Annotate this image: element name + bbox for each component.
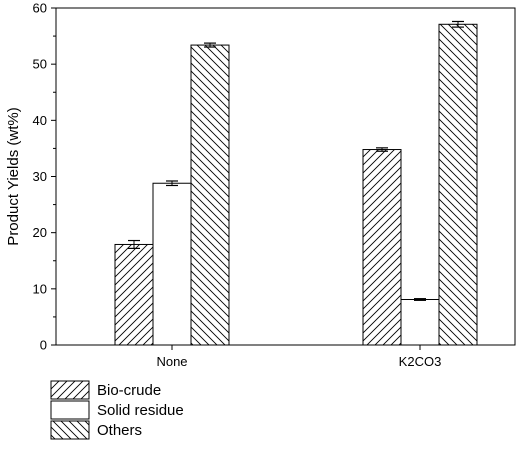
bar-bio-crude-none: [114, 243, 154, 346]
error-bar: [128, 239, 140, 249]
y-tick-label: 50: [33, 57, 47, 72]
axes: 0 10 20 30 40 50 60 None K2CO3 Product Yields (wt…: [5, 1, 516, 369]
legend-item: Others: [50, 420, 142, 440]
legend-label: Solid residue: [97, 402, 184, 419]
legend-swatch: [50, 400, 90, 420]
x-tick-label: K2CO3: [399, 354, 442, 369]
error-bar: [166, 180, 178, 187]
y-tick-label: 0: [40, 338, 47, 353]
legend: Bio-crude Solid residue Others: [50, 380, 184, 440]
bars: [114, 20, 478, 346]
legend-label: Bio-crude: [97, 382, 161, 399]
x-tick-label: None: [156, 354, 187, 369]
y-tick-label: 40: [33, 113, 47, 128]
legend-swatch: [50, 380, 90, 400]
bar-solid-residue-none: [152, 182, 192, 346]
error-bar: [452, 20, 464, 28]
legend-label: Others: [97, 422, 142, 439]
bar-bio-crude-k2co3: [362, 149, 402, 346]
bar-others-none: [190, 44, 230, 346]
legend-item: Bio-crude: [50, 380, 161, 400]
error-bar: [204, 42, 216, 48]
bar-solid-residue-k2co3: [400, 299, 440, 346]
y-tick-label: 20: [33, 225, 47, 240]
y-axis-title: Product Yields (wt%): [5, 107, 22, 245]
y-tick-label: 30: [33, 169, 47, 184]
bar-others-k2co3: [438, 23, 478, 346]
y-tick-label: 60: [33, 1, 47, 16]
y-tick-label: 10: [33, 281, 47, 296]
legend-item: Solid residue: [50, 400, 184, 420]
error-bar: [414, 298, 426, 301]
legend-swatch: [50, 420, 90, 440]
error-bar: [376, 147, 388, 152]
